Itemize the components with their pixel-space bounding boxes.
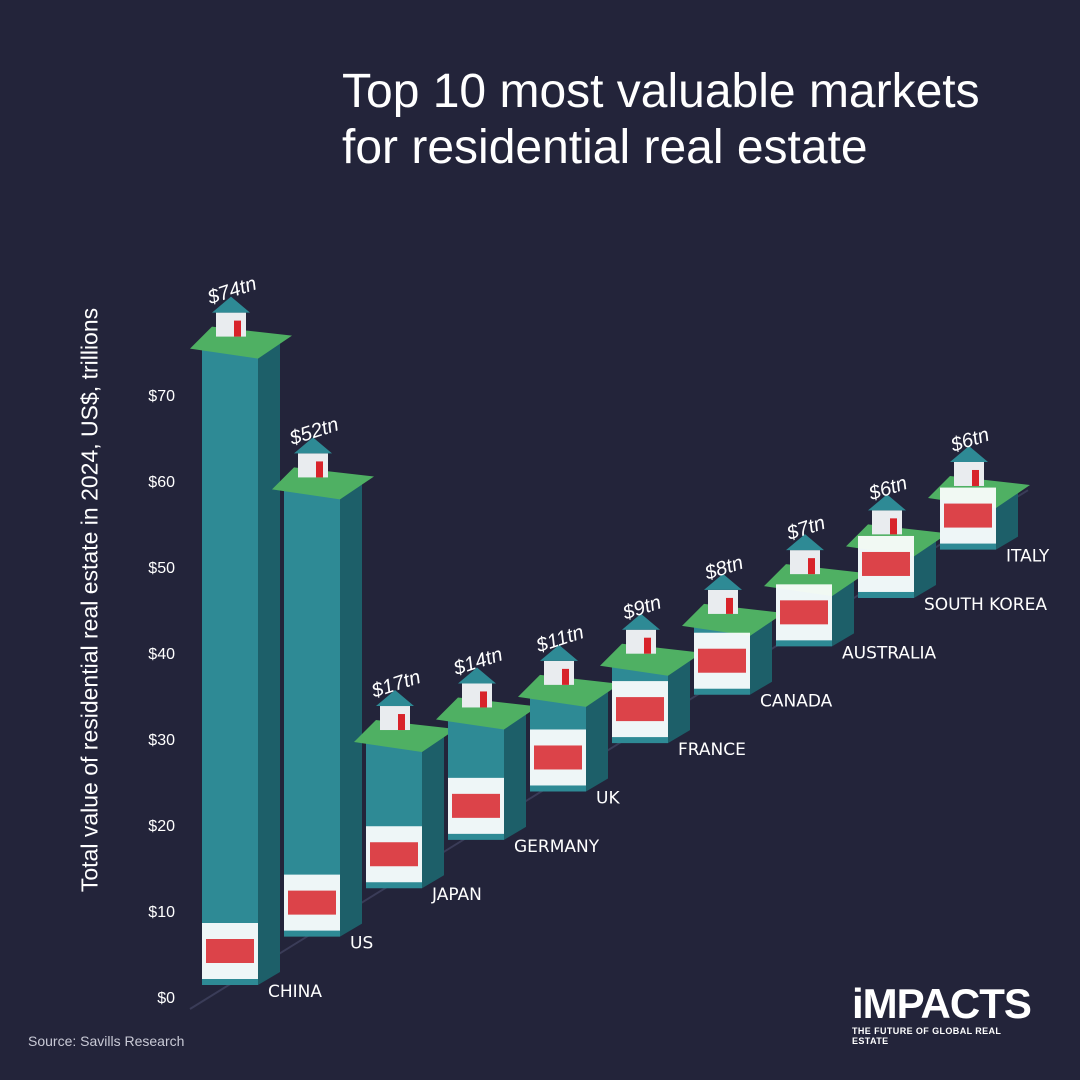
door-icon <box>644 637 651 654</box>
house-icon <box>462 683 492 708</box>
category-label: UK <box>596 788 620 808</box>
roof-icon <box>622 613 660 630</box>
door-icon <box>808 558 815 575</box>
bar <box>202 348 258 986</box>
house-icon <box>708 589 738 614</box>
bar-top <box>682 603 784 636</box>
flag-stripe <box>698 648 746 673</box>
impacts-logo: iMPACTS THE FUTURE OF GLOBAL REAL ESTATE <box>852 980 1037 1047</box>
door-icon <box>972 469 979 486</box>
logo-tagline: THE FUTURE OF GLOBAL REAL ESTATE <box>852 1026 1002 1046</box>
category-label: GERMANY <box>514 837 600 857</box>
bar-top <box>436 697 538 730</box>
house-icon <box>954 461 984 486</box>
house-icon <box>380 706 410 731</box>
y-tick-label: $50 <box>148 560 175 577</box>
source-note: Source: Savills Research <box>28 1033 185 1049</box>
bar-top <box>272 467 374 500</box>
roof-icon <box>704 573 742 590</box>
category-label: SOUTH KOREA <box>924 595 1047 615</box>
category-label: JAPAN <box>431 885 482 905</box>
bar-top <box>190 326 292 359</box>
flag-stripe <box>534 745 582 770</box>
door-icon <box>480 691 487 708</box>
bar-side <box>422 729 444 889</box>
door-icon <box>398 714 405 731</box>
flag-stripe <box>862 551 910 576</box>
category-label: FRANCE <box>678 740 746 760</box>
roof-icon <box>950 445 988 462</box>
house-icon <box>544 660 574 685</box>
door-icon <box>890 518 897 535</box>
y-tick-label: $20 <box>148 818 175 835</box>
bar-side <box>258 335 280 985</box>
flag-stripe <box>452 793 500 818</box>
house-icon <box>790 550 820 575</box>
category-label: AUSTRALIA <box>842 643 936 663</box>
bar-side <box>340 476 362 937</box>
flag-stripe <box>616 697 664 722</box>
bar-side <box>504 706 526 840</box>
roof-icon <box>868 494 906 511</box>
house-icon <box>626 629 656 654</box>
y-tick-label: $30 <box>148 732 175 749</box>
flag-stripe <box>370 842 418 867</box>
flag-stripe <box>780 600 828 625</box>
bar-top <box>600 643 702 676</box>
y-tick-label: $60 <box>148 474 175 491</box>
roof-icon <box>376 690 414 707</box>
flag-stripe <box>206 939 254 963</box>
category-label: US <box>350 934 373 954</box>
roof-icon <box>294 437 332 454</box>
bar-side <box>750 612 772 695</box>
chart-title: Top 10 most valuable markets for residen… <box>342 65 980 174</box>
house-icon <box>298 453 328 478</box>
y-tick-label: $40 <box>148 646 175 663</box>
logo-wordmark: iMPACTS <box>852 980 1032 1027</box>
y-tick-label: $10 <box>148 904 175 921</box>
door-icon <box>726 597 733 614</box>
bar-side <box>586 683 608 792</box>
bar-top <box>518 674 620 707</box>
roof-icon <box>786 534 824 551</box>
category-label: CHINA <box>268 982 322 1002</box>
y-tick-label: $70 <box>148 388 175 405</box>
category-label: CANADA <box>760 692 833 712</box>
bar-side <box>668 652 690 744</box>
bar <box>284 489 340 937</box>
house-icon <box>216 312 246 337</box>
door-icon <box>234 320 241 337</box>
bar-top <box>354 720 456 753</box>
flag-stripe <box>944 503 992 528</box>
roof-icon <box>212 296 250 313</box>
roof-icon <box>458 667 496 684</box>
y-tick-label: $0 <box>157 990 175 1007</box>
door-icon <box>316 461 323 478</box>
roof-icon <box>540 644 578 661</box>
door-icon <box>562 668 569 685</box>
house-icon <box>872 510 902 535</box>
category-label: ITALY <box>1006 547 1050 567</box>
flag-stripe <box>288 890 336 915</box>
